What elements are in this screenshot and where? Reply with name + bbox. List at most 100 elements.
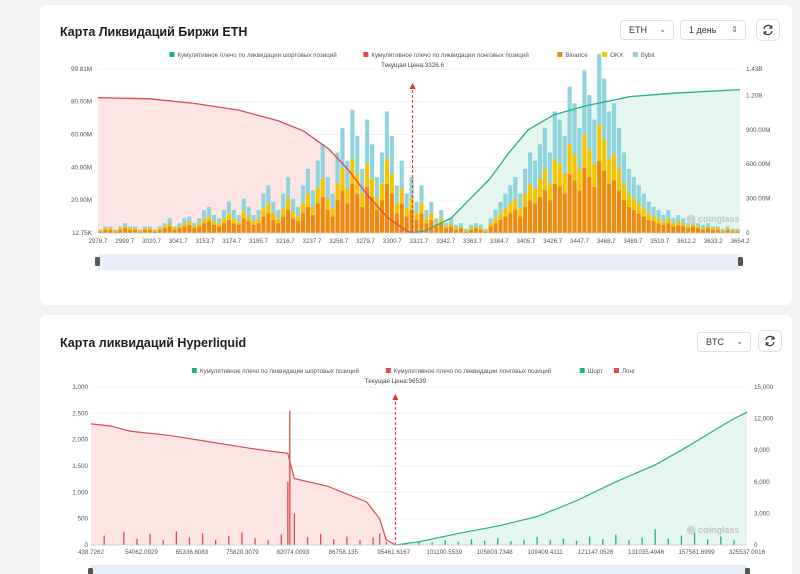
legend-swatch <box>613 368 619 373</box>
coin-select[interactable]: ETH ⌄ <box>620 20 674 40</box>
bar-okx <box>720 230 725 232</box>
bar-okx <box>503 208 508 217</box>
bar-bybit <box>449 218 454 224</box>
bar-okx <box>493 218 498 224</box>
y-right-tick: 300.00M <box>746 196 771 203</box>
x-tick: 3258.7 <box>329 238 348 245</box>
bar-long <box>136 538 138 545</box>
bar-binance <box>518 216 523 233</box>
bar-okx <box>276 218 281 224</box>
y-right-tick: 6,000 <box>754 479 770 486</box>
bar-bybit <box>518 193 523 209</box>
bar-okx <box>577 168 582 191</box>
bar-okx <box>281 208 286 217</box>
bar-okx <box>473 226 478 229</box>
bar-okx <box>488 223 493 227</box>
bar-bybit <box>365 119 370 164</box>
bar-bybit <box>310 190 315 207</box>
y-right-tick: 1.20B <box>746 92 762 99</box>
bar-binance <box>705 228 710 233</box>
bar-binance <box>656 223 661 233</box>
bar-long <box>289 410 291 545</box>
bar-binance <box>202 223 207 233</box>
bar-long <box>267 540 269 545</box>
bar-okx <box>661 221 666 225</box>
bar-okx <box>572 154 577 181</box>
short-cumulative-area <box>395 412 747 545</box>
bar-binance <box>246 221 251 233</box>
bar-okx <box>691 223 696 227</box>
bar-bybit <box>434 218 439 224</box>
bar-okx <box>537 178 543 197</box>
bar-bybit <box>355 136 360 174</box>
bar-okx <box>414 213 419 220</box>
bar-bybit <box>113 229 118 231</box>
bar-bybit <box>211 214 217 222</box>
bar-binance <box>404 216 409 233</box>
bar-binance <box>439 223 444 233</box>
x-tick: 109409.4111 <box>528 549 564 556</box>
bar-bybit <box>414 201 419 214</box>
coinglass-logo-icon <box>686 525 696 535</box>
bar-bybit <box>513 177 518 199</box>
y-left-tick: 99.81M <box>71 66 92 73</box>
bar-bybit <box>98 229 103 231</box>
bar-okx <box>300 203 306 214</box>
y-left-tick: 3,000 <box>72 384 88 391</box>
current-price-arrow <box>392 394 399 400</box>
bar-okx <box>355 173 360 194</box>
bar-okx <box>532 188 538 204</box>
bar-short <box>562 538 565 545</box>
hyperliquid-liquidation-chart: Кумулятивное плечо по ликвидации шортовы… <box>72 368 774 574</box>
bar-bybit <box>345 160 350 189</box>
x-tick: 101100.5539 <box>426 549 462 556</box>
bar-bybit <box>582 70 587 135</box>
bar-okx <box>182 223 187 227</box>
bar-binance <box>686 228 691 233</box>
bar-bybit <box>616 127 622 169</box>
coin-select-value: ETH <box>629 25 647 35</box>
bar-short <box>602 539 604 545</box>
bar-bybit <box>725 226 730 229</box>
y-left-tick: 1,500 <box>72 463 88 470</box>
bar-bybit <box>231 209 236 219</box>
refresh-button-hyperliquid[interactable] <box>758 330 782 352</box>
coin-select-hyperliquid[interactable]: BTC ⌄ <box>697 332 751 352</box>
bar-bybit <box>172 226 177 229</box>
period-select[interactable]: 1 день ⇕ <box>680 20 746 40</box>
bar-bybit <box>142 226 147 229</box>
bar-okx <box>513 198 518 210</box>
bar-short <box>418 541 420 545</box>
bar-okx <box>686 226 691 229</box>
bar-okx <box>671 223 676 227</box>
x-tick: 65336.6083 <box>176 549 209 556</box>
x-tick: 3489.7 <box>624 238 643 245</box>
bar-okx <box>320 178 325 197</box>
bar-okx <box>429 213 434 220</box>
bar-okx <box>419 203 424 214</box>
x-tick: 105803.7348 <box>477 549 514 556</box>
bar-long <box>385 541 387 545</box>
bar-okx <box>152 230 157 232</box>
bar-binance <box>197 226 202 233</box>
bar-bybit <box>567 86 572 145</box>
bar-short <box>536 537 538 545</box>
bar-bybit <box>192 223 197 227</box>
bar-okx <box>636 203 641 214</box>
bar-bybit <box>666 209 671 219</box>
refresh-button[interactable] <box>756 19 780 41</box>
watermark: coinglass <box>698 525 740 535</box>
bar-bybit <box>187 216 192 222</box>
x-tick: 438.7262 <box>78 549 104 556</box>
bar-binance <box>577 190 582 233</box>
legend-swatch <box>579 368 585 373</box>
bar-okx <box>142 228 147 230</box>
bar-binance <box>572 180 577 233</box>
bar-binance <box>498 219 503 233</box>
bar-bybit <box>562 136 567 174</box>
coinglass-logo-icon <box>686 214 696 224</box>
bar-bybit <box>216 218 222 224</box>
bar-binance <box>631 209 636 233</box>
bar-long <box>379 533 381 545</box>
bar-okx <box>216 223 222 227</box>
